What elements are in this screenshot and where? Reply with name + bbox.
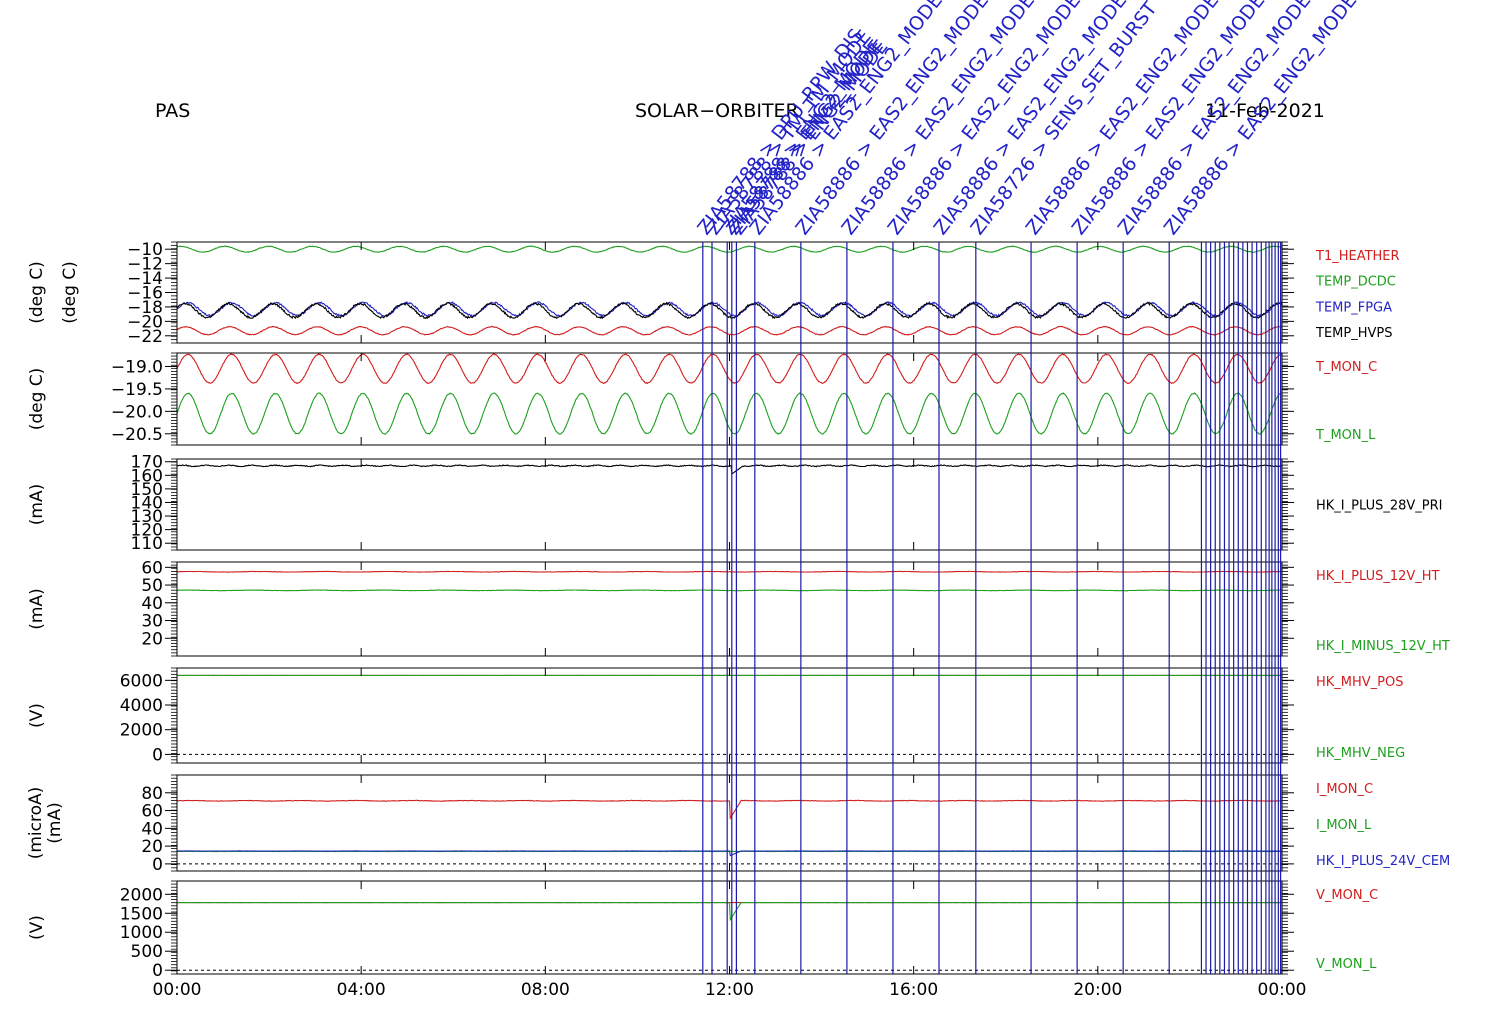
y-tick-label: −16: [127, 284, 163, 304]
y-tick-label: 120: [131, 521, 163, 541]
y-axis-label: (deg C): [27, 261, 47, 324]
y-tick-label: 0: [152, 855, 163, 875]
legend-TEMP_DCDC: TEMP_DCDC: [1315, 275, 1396, 290]
y-tick-label: 20: [141, 629, 163, 649]
y-axis-label-2: (mA): [45, 802, 65, 843]
legend-HK_I_PLUS_24V_CEM: HK_I_PLUS_24V_CEM: [1316, 854, 1450, 869]
y-tick-label: −14: [127, 269, 163, 289]
y-tick-label: 50: [141, 576, 163, 596]
panel-frame: [176, 667, 1283, 764]
panel-frame: [176, 774, 1283, 872]
legend-HK_I_MINUS_12V_HT: HK_I_MINUS_12V_HT: [1316, 639, 1450, 654]
y-tick-label: −10: [127, 240, 163, 260]
series-V_MON_L: [176, 901, 1283, 922]
y-tick-label: 2000: [120, 721, 163, 741]
y-tick-label: 160: [131, 466, 163, 486]
y-tick-label: −20: [127, 312, 163, 332]
series-TEMP_FPGA: [176, 300, 1283, 318]
y-tick-label: −18: [127, 298, 163, 318]
y-tick-label: 6000: [120, 671, 163, 691]
y-tick-label: 20: [141, 837, 163, 857]
y-tick-label: 40: [141, 594, 163, 614]
y-tick-label: 0: [152, 745, 163, 765]
y-tick-label: 2000: [120, 885, 163, 905]
y-tick-label: 0: [152, 961, 163, 981]
legend-I_MON_L: I_MON_L: [1316, 818, 1372, 833]
series-TEMP_HVPS: [176, 301, 1283, 320]
y-axis-label: (deg C): [27, 368, 47, 431]
y-tick-label: −12: [127, 255, 163, 275]
panel-1: −10−12−14−16−18−20−22 (deg C) (deg C) T1_HE…: [27, 240, 1400, 347]
y-axis-label: (mA): [27, 484, 47, 525]
y-axis-label: (V): [27, 703, 47, 728]
legend-TEMP_FPGA: TEMP_FPGA: [1315, 300, 1392, 315]
y-tick-label: −19.5: [111, 380, 163, 400]
legend-HK_MHV_NEG: HK_MHV_NEG: [1316, 746, 1405, 761]
y-tick-label: 150: [131, 480, 163, 500]
x-tick-label: 20:00: [1073, 980, 1122, 1000]
legend-V_MON_C: V_MON_C: [1316, 888, 1378, 903]
panel-frame: [176, 241, 1283, 344]
series-HK_I_PLUS_24V_CEM: [176, 850, 1283, 857]
date-label: 11-Feb-2021: [1205, 100, 1325, 122]
y-tick-label: 1500: [120, 904, 163, 924]
y-tick-label: 140: [131, 493, 163, 513]
legend-HK_I_PLUS_28V_PRI: HK_I_PLUS_28V_PRI: [1316, 499, 1442, 514]
series-HK_I_PLUS_12V_HT: [177, 570, 1283, 573]
x-tick-label: 12:00: [705, 980, 754, 1000]
y-tick-label: 170: [131, 453, 163, 473]
y-tick-label: 4000: [120, 696, 163, 716]
y-axis-label: (mA): [27, 588, 47, 629]
x-tick-label: 00:00: [1258, 980, 1307, 1000]
x-tick-label: 00:00: [153, 980, 202, 1000]
legend-I_MON_C: I_MON_C: [1316, 782, 1373, 797]
panel-frame: [176, 561, 1283, 657]
legend-HK_MHV_POS: HK_MHV_POS: [1316, 675, 1404, 690]
x-tick-label: 04:00: [337, 980, 386, 1000]
y-axis-label: (V): [27, 915, 47, 940]
y-tick-label: 500: [131, 942, 163, 962]
legend-V_MON_L: V_MON_L: [1316, 957, 1377, 972]
y-tick-label: 1000: [120, 923, 163, 943]
legend-TEMP_HVPS: TEMP_HVPS: [1315, 326, 1392, 341]
mission-label: SOLAR−ORBITER: [635, 100, 799, 122]
panel-frame: [176, 458, 1283, 551]
y-tick-label: 30: [141, 612, 163, 632]
y-tick-label: −20.5: [111, 425, 163, 445]
series-T1_HEATHER: [176, 325, 1283, 336]
y-tick-label: 80: [141, 784, 163, 804]
legend-T_MON_L: T_MON_L: [1315, 428, 1376, 443]
y-tick-label: 60: [141, 802, 163, 822]
panel-2: −19.0 −19.5−20.0 −20.5 (deg C) T_MON_C T_MON_…: [27, 352, 1377, 446]
series-T_MON_L: [176, 392, 1283, 435]
series-HK_I_MINUS_12V_HT: [176, 589, 1283, 592]
y-tick-label: −20.0: [111, 402, 163, 422]
y-axis-label-2: (deg C): [60, 261, 80, 324]
event-lines: [702, 242, 1282, 974]
x-tick-label: 08:00: [521, 980, 570, 1000]
legend-HK_I_PLUS_12V_HT: HK_I_PLUS_12V_HT: [1316, 569, 1440, 584]
legend-T_MON_C: T_MON_C: [1315, 360, 1377, 375]
series-I_MON_C: [176, 799, 1283, 821]
y-tick-label: −19.0: [111, 357, 163, 377]
y-axis-label: (microA): [26, 787, 46, 860]
y-tick-label: 110: [131, 534, 163, 554]
x-tick-label: 16:00: [889, 980, 938, 1000]
y-tick-label: 40: [141, 819, 163, 839]
legend-T1_HEATHER: T1_HEATHER: [1315, 249, 1400, 264]
y-tick-label: −22: [127, 327, 163, 347]
panel-frame: [176, 880, 1283, 975]
instrument-label: PAS: [155, 100, 190, 122]
y-tick-label: 60: [141, 558, 163, 578]
y-tick-label: 130: [131, 507, 163, 527]
x-axis: 00:00 04:00 08:00 12:00 16:00 20:00 00:00: [153, 980, 1307, 1000]
panel-5: 0 2000 4000 6000 (V) HK_MHV_POS HK_MHV_NEG: [27, 667, 1405, 765]
panels: −10−12−14−16−18−20−22 (deg C) (deg C) T1_HE…: [26, 240, 1450, 981]
